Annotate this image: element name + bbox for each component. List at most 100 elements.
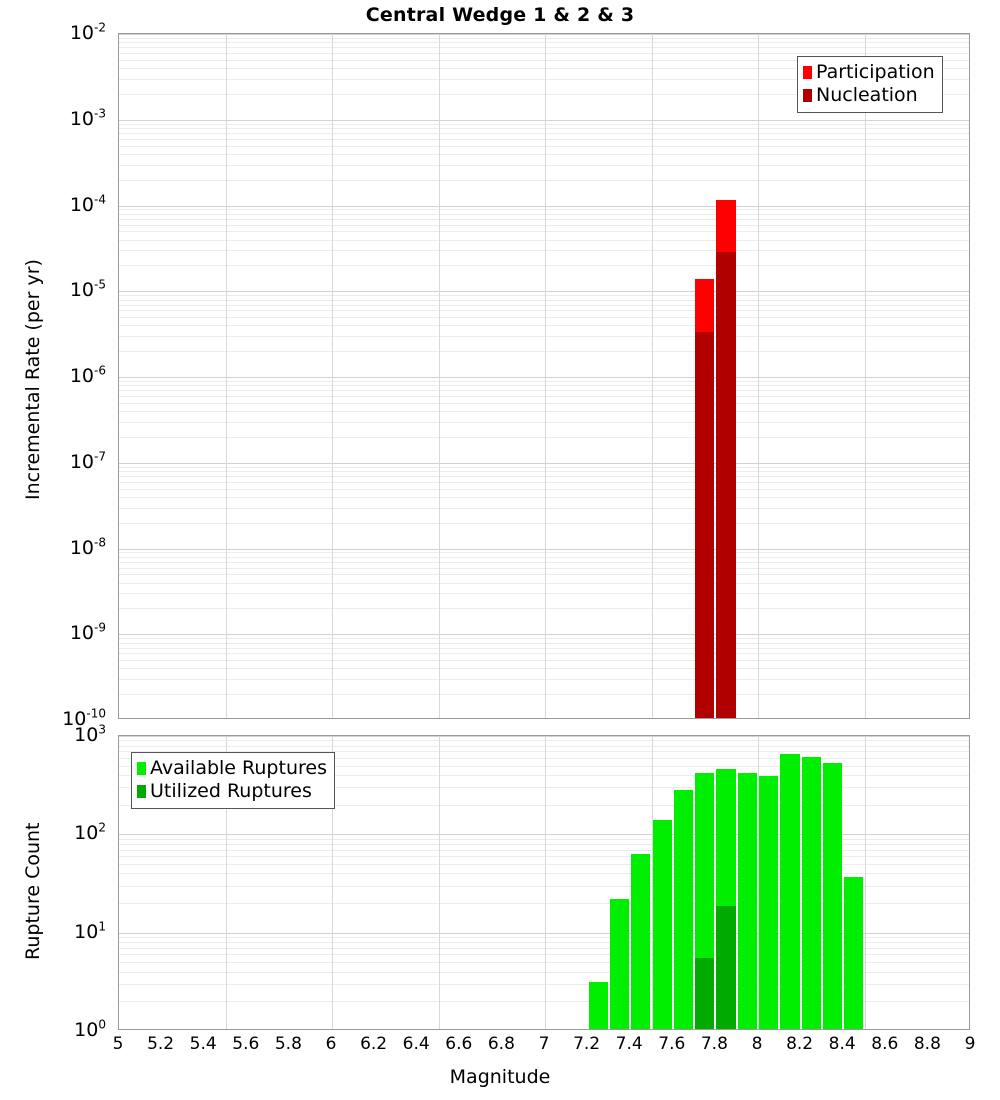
y-tick-label: 10-10 [62, 706, 106, 730]
gridline-minor [119, 42, 969, 43]
gridline-minor [119, 310, 969, 311]
gridline-minor [119, 154, 969, 155]
gridline-vertical [332, 736, 333, 1029]
x-tick-label: 7.8 [700, 1034, 728, 1054]
gridline-minor [119, 165, 969, 166]
gridline-vertical [226, 34, 227, 718]
gridline-minor [119, 972, 969, 973]
bar-last-bin [844, 877, 864, 1029]
gridline-minor [119, 467, 969, 468]
gridline-minor [119, 1001, 969, 1002]
gridline-minor [119, 668, 969, 669]
rupture-count-y-axis-label: Rupture Count [22, 822, 44, 961]
gridline-minor [119, 411, 969, 412]
gridline-minor [119, 903, 969, 904]
gridline-minor [119, 766, 969, 767]
bar-available-ruptures [631, 854, 651, 1029]
gridline-major [119, 34, 969, 35]
gridline-vertical [226, 736, 227, 1029]
gridline-minor [119, 751, 969, 752]
legend-label: Available Ruptures [150, 757, 327, 779]
gridline-minor [119, 250, 969, 251]
gridline-minor [119, 351, 969, 352]
y-tick-label: 103 [74, 722, 106, 746]
gridline-minor [119, 562, 969, 563]
x-tick-label: 5.2 [147, 1034, 175, 1054]
gridline-minor [119, 489, 969, 490]
gridline-minor [119, 873, 969, 874]
x-tick-label: 6.4 [402, 1034, 430, 1054]
x-tick-label: 6.2 [360, 1034, 388, 1054]
incremental-rate-legend: Participation Nucleation [797, 56, 943, 113]
x-tick-label: 7.4 [615, 1034, 643, 1054]
legend-label: Utilized Ruptures [150, 780, 312, 802]
gridline-minor [119, 124, 969, 125]
bar-available-ruptures [609, 898, 630, 1029]
legend-label: Nucleation [816, 84, 918, 106]
gridline-minor [119, 758, 969, 759]
bar-available-ruptures [759, 776, 779, 1029]
legend-swatch-icon [137, 785, 146, 798]
gridline-major [119, 120, 969, 121]
rupture-count-plot-area [119, 736, 969, 1029]
gridline-minor [119, 68, 969, 69]
gridline-minor [119, 305, 969, 306]
gridline-minor [119, 886, 969, 887]
gridline-minor [119, 437, 969, 438]
gridline-minor [119, 844, 969, 845]
x-tick-label: 6 [325, 1034, 337, 1054]
gridline-minor [119, 53, 969, 54]
bar-available-ruptures [780, 754, 800, 1029]
gridline-minor [119, 850, 969, 851]
gridline-minor [119, 38, 969, 39]
gridline-minor [119, 746, 969, 747]
gridline-minor [119, 231, 969, 232]
gridline-minor [119, 593, 969, 594]
gridline-major [119, 463, 969, 464]
bar-utilized-ruptures [716, 905, 736, 1029]
gridline-minor [119, 937, 969, 938]
gridline-minor [119, 653, 969, 654]
x-tick-label: 5.6 [232, 1034, 260, 1054]
gridline-minor [119, 984, 969, 985]
gridline-minor [119, 265, 969, 266]
gridline-minor [119, 396, 969, 397]
gridline-minor [119, 508, 969, 509]
gridline-minor [119, 643, 969, 644]
gridline-minor [119, 805, 969, 806]
gridline-major [119, 549, 969, 550]
gridline-minor [119, 209, 969, 210]
gridline-minor [119, 225, 969, 226]
x-tick-label: 7 [538, 1034, 550, 1054]
gridline-vertical [545, 736, 546, 1029]
gridline-minor [119, 482, 969, 483]
bar-available-ruptures [737, 773, 757, 1029]
gridline-vertical [758, 34, 759, 718]
bar-available-ruptures [652, 819, 672, 1029]
gridline-minor [119, 523, 969, 524]
gridline-minor [119, 128, 969, 129]
page-title: Central Wedge 1 & 2 & 3 [365, 4, 635, 26]
gridline-minor [119, 954, 969, 955]
gridline-minor [119, 94, 969, 95]
y-tick-label: 10-2 [69, 20, 106, 44]
gridline-minor [119, 864, 969, 865]
y-tick-label: 10-5 [69, 277, 106, 302]
gridline-minor [119, 638, 969, 639]
legend-item: Available Ruptures [137, 757, 327, 780]
gridline-minor [119, 568, 969, 569]
y-tick-label: 10-8 [69, 535, 106, 559]
gridline-minor [119, 317, 969, 318]
gridline-minor [119, 660, 969, 661]
gridline-minor [119, 79, 969, 80]
gridline-major [119, 634, 969, 635]
gridline-minor [119, 787, 969, 788]
legend-swatch-icon [803, 89, 812, 102]
gridline-vertical [865, 736, 866, 1029]
gridline-minor [119, 962, 969, 963]
gridline-minor [119, 557, 969, 558]
x-tick-label: 8.4 [828, 1034, 856, 1054]
bar-available-ruptures [801, 757, 821, 1029]
gridline-major [119, 291, 969, 292]
gridline-minor [119, 47, 969, 48]
